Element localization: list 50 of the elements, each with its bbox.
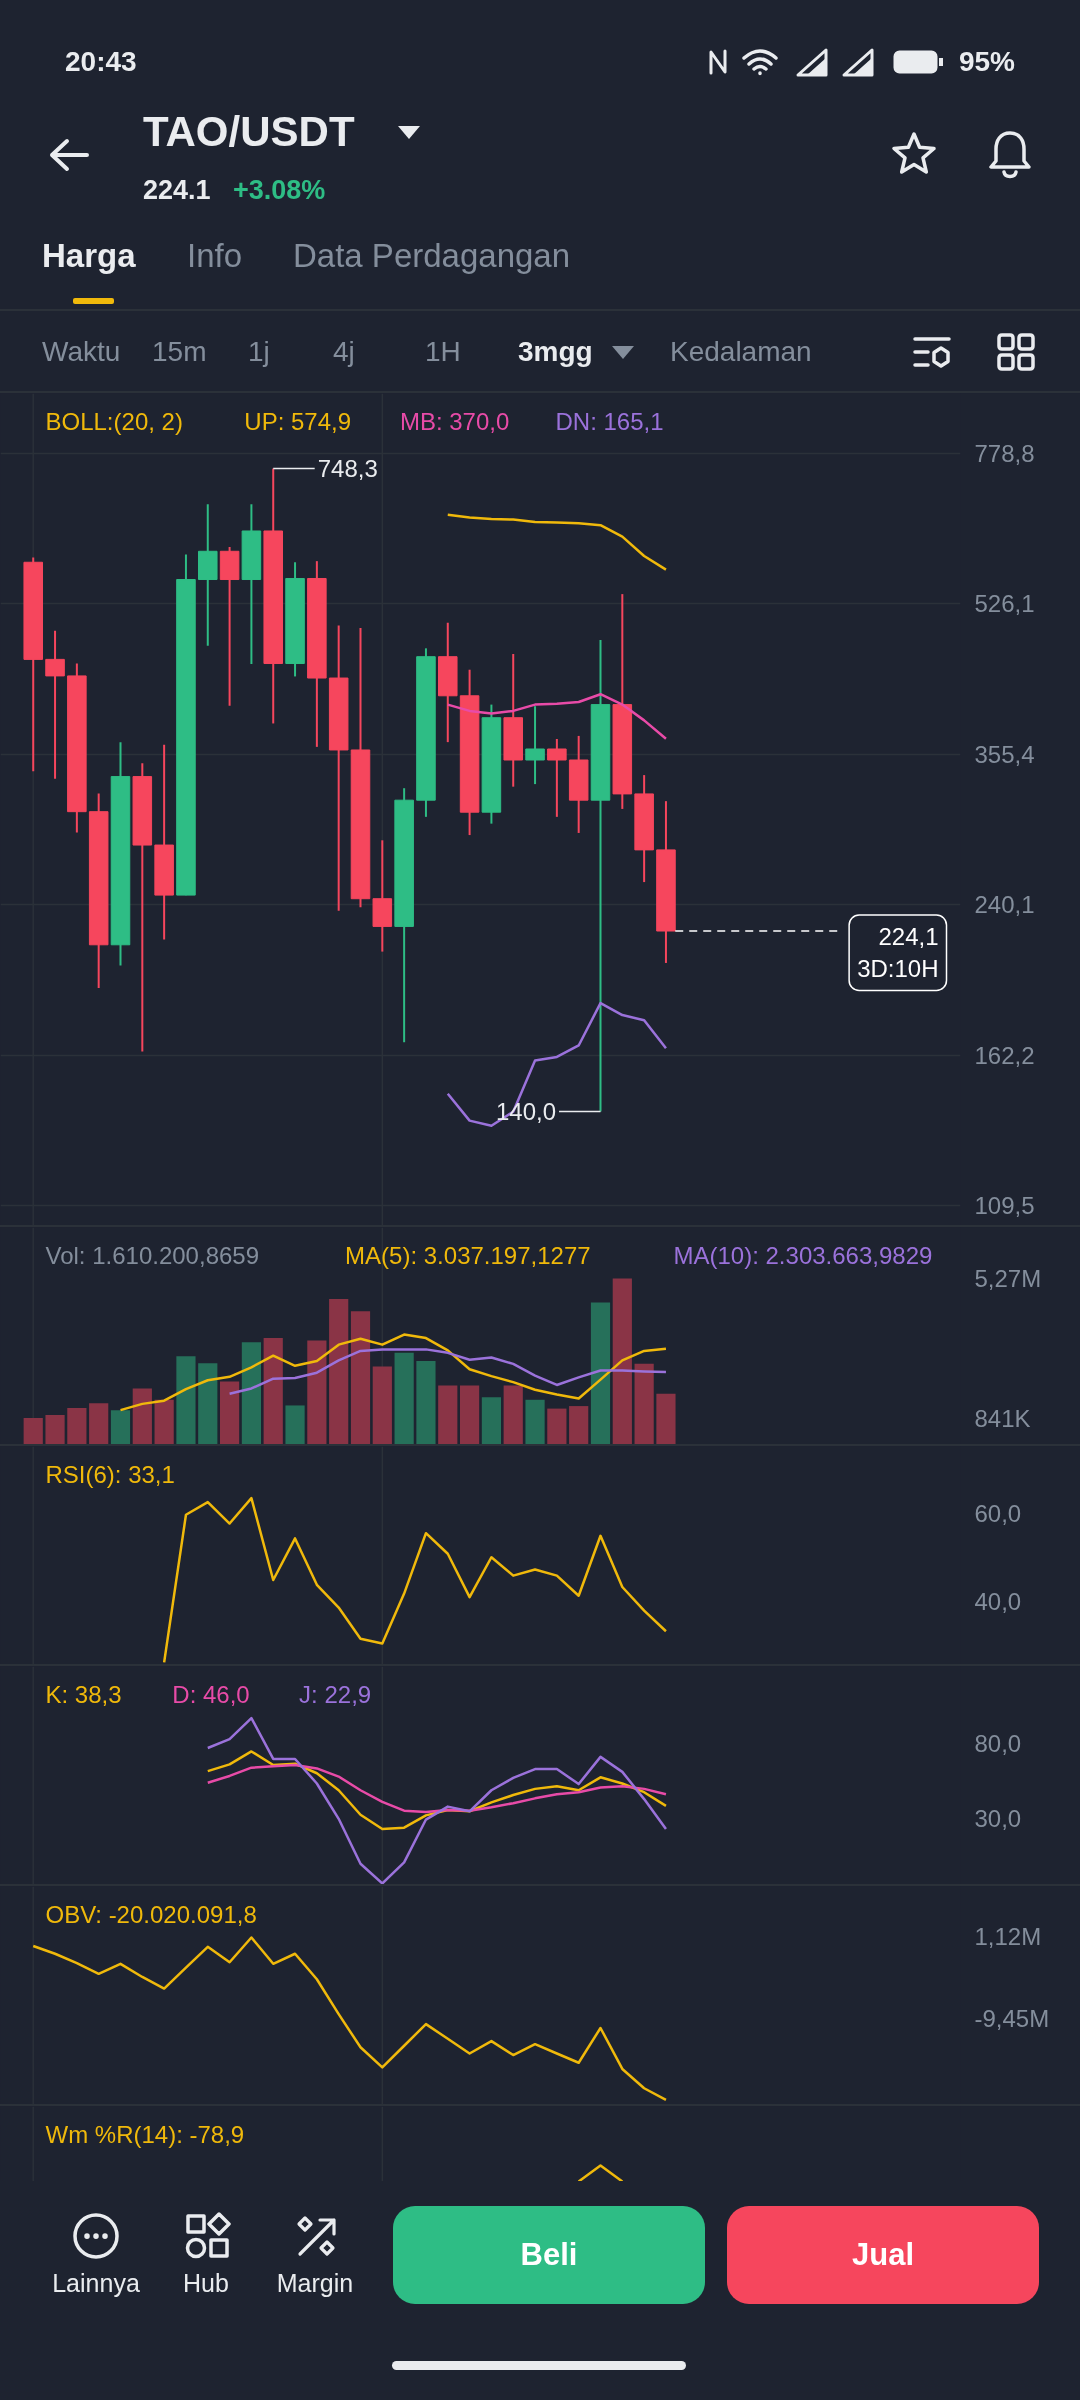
text: Hub (183, 2268, 229, 2298)
text: Harga (42, 237, 136, 275)
text: MA(5): 3.037.197,1277 (345, 1242, 591, 1269)
y-tick-label: 80,0 (974, 1729, 1022, 1757)
y-tick-label: 60,0 (974, 1499, 1022, 1527)
annotation: 748,3 (317, 455, 378, 483)
y-tick-label: 109,5 (974, 1192, 1035, 1220)
y-tick-label: 40,0 (974, 1587, 1022, 1615)
text: MA(10): 2.303.663,9829 (673, 1242, 933, 1269)
text: Waktu (42, 335, 121, 369)
text: Wm %R(14): -78,9 (45, 2121, 245, 2148)
text: 1j (248, 335, 270, 369)
series-label: OBV: -20.020.091,8 (45, 1901, 257, 1928)
button: Beli (393, 2206, 705, 2304)
series-label: RSI(6): 33,1 (45, 1461, 175, 1488)
text: Info (187, 237, 243, 275)
text: 15m (152, 335, 207, 369)
text: Kedalaman (670, 335, 812, 369)
y-tick-label: 30,0 (974, 1804, 1022, 1832)
text: 4j (333, 335, 355, 369)
text: Lainnya (52, 2268, 140, 2298)
text: 20:43 (65, 45, 137, 79)
text: D: 46,0 (172, 1681, 250, 1708)
y-tick-label: 5,27M (974, 1265, 1042, 1293)
y-tick-label: 355,4 (974, 740, 1035, 768)
text: Margin (276, 2268, 354, 2298)
y-tick-label: 1,12M (974, 1923, 1042, 1951)
y-tick-label: -9,45M (974, 2004, 1050, 2032)
legend-title: Vol: 1.610.200,8659 (45, 1242, 260, 1269)
text: 3mgg (518, 335, 593, 369)
annotation: 3D:10H (857, 955, 939, 983)
text: TAO/USDT (143, 109, 355, 157)
text: MB: 370,0 (399, 408, 510, 435)
text: +3.08% (233, 175, 326, 207)
y-tick-label: 240,1 (974, 891, 1035, 919)
ref-line-label: 224,1 (878, 923, 939, 951)
text: 1H (425, 335, 461, 369)
button: Jual (727, 2206, 1039, 2304)
legend-title: BOLL:(20, 2) (45, 408, 183, 435)
text: 95% (958, 45, 1015, 79)
y-tick-label: 778,8 (974, 439, 1035, 467)
text: Data Perdagangan (293, 237, 571, 275)
text: DN: 165,1 (555, 408, 664, 435)
y-tick-label: 162,2 (974, 1041, 1035, 1069)
series-label: J: 22,9 (299, 1681, 372, 1708)
text: 224.1 (143, 175, 211, 207)
text: UP: 574,9 (244, 408, 352, 435)
y-tick-label: 841K (974, 1404, 1031, 1432)
text: K: 38,3 (45, 1681, 122, 1708)
y-tick-label: 526,1 (974, 590, 1035, 618)
